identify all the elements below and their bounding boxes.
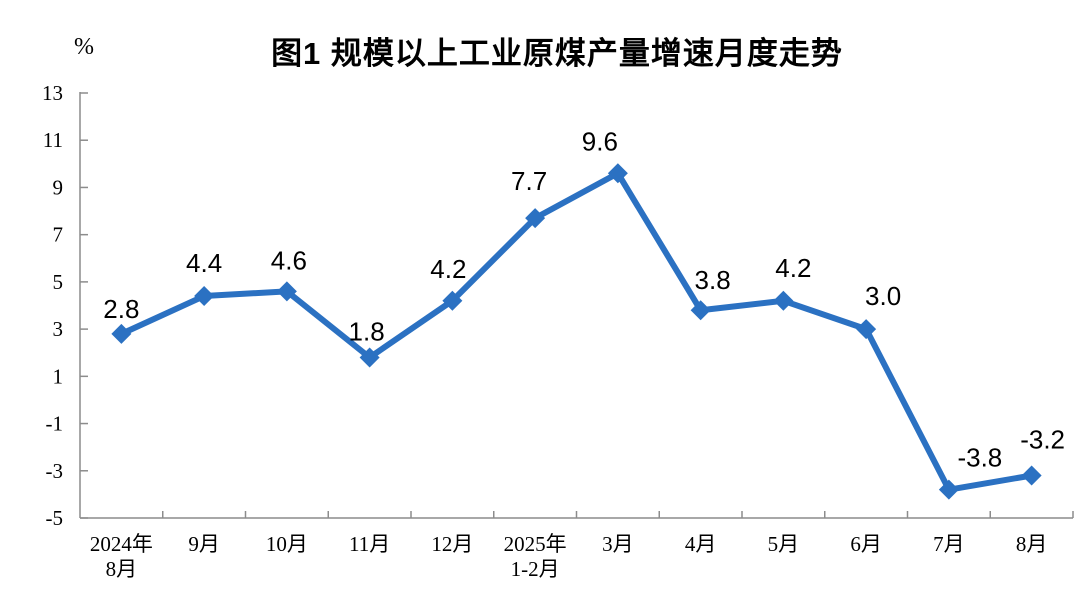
x-axis-category-label: 1-2月 bbox=[511, 557, 560, 581]
data-point-marker bbox=[111, 323, 132, 344]
y-axis-tick-label: 9 bbox=[53, 175, 64, 199]
data-line bbox=[118, 170, 1035, 493]
x-axis-category-label: 9月 bbox=[188, 532, 220, 556]
data-point-label: -3.2 bbox=[1020, 425, 1065, 455]
data-point-label: 3.8 bbox=[695, 265, 731, 295]
data-point-label: 4.6 bbox=[271, 245, 307, 275]
data-point-label: -3.8 bbox=[957, 443, 1002, 473]
y-axis-unit-label: % bbox=[74, 34, 94, 60]
x-axis-category-label: 10月 bbox=[266, 532, 308, 556]
data-point-label: 9.6 bbox=[582, 126, 618, 156]
y-axis-tick-label: -5 bbox=[46, 506, 64, 530]
data-point-marker bbox=[194, 286, 215, 307]
data-point-marker bbox=[938, 479, 959, 500]
y-axis-tick-label: 5 bbox=[53, 270, 64, 294]
y-axis-tick-label: 7 bbox=[53, 223, 64, 247]
y-axis-tick-label: -1 bbox=[46, 412, 64, 436]
x-axis-category-label: 11月 bbox=[349, 532, 390, 556]
x-axis-category-label: 2024年 bbox=[90, 532, 153, 556]
data-point-label: 4.4 bbox=[186, 248, 222, 278]
x-axis-category-label: 6月 bbox=[850, 532, 882, 556]
x-axis-category-label: 2025年 bbox=[504, 532, 567, 556]
data-point-label: 4.2 bbox=[430, 254, 466, 284]
data-point-marker bbox=[525, 208, 546, 229]
y-axis-tick-label: 3 bbox=[53, 317, 64, 341]
data-point-label: 7.7 bbox=[511, 166, 547, 196]
x-axis-category-label: 3月 bbox=[602, 532, 634, 556]
y-axis-tick-label: 11 bbox=[43, 128, 63, 152]
data-point-marker bbox=[856, 319, 877, 340]
data-point-marker bbox=[607, 163, 628, 184]
data-point-marker bbox=[773, 290, 794, 311]
data-point-label: 3.0 bbox=[865, 281, 901, 311]
data-point-label: 2.8 bbox=[103, 294, 139, 324]
x-axis-category-label: 5月 bbox=[768, 532, 800, 556]
data-point-marker bbox=[1021, 465, 1042, 486]
chart-title: 图1 规模以上工业原煤产量增速月度走势 bbox=[271, 36, 843, 71]
x-axis-category-label: 7月 bbox=[933, 532, 965, 556]
x-axis-category-label: 4月 bbox=[685, 532, 717, 556]
x-axis-category-label: 8月 bbox=[106, 557, 138, 581]
y-axis-tick-label: -3 bbox=[46, 459, 64, 483]
y-axis-tick-label: 13 bbox=[42, 81, 63, 105]
data-point-marker bbox=[690, 300, 711, 321]
y-axis-tick-label: 1 bbox=[53, 364, 64, 388]
data-point-marker bbox=[359, 347, 380, 368]
x-axis-category-label: 12月 bbox=[431, 532, 473, 556]
data-point-label: 1.8 bbox=[349, 316, 385, 346]
data-point-marker bbox=[442, 290, 463, 311]
data-point-label: 4.2 bbox=[775, 253, 811, 283]
data-point-marker bbox=[276, 281, 297, 302]
x-axis-category-label: 8月 bbox=[1016, 532, 1048, 556]
